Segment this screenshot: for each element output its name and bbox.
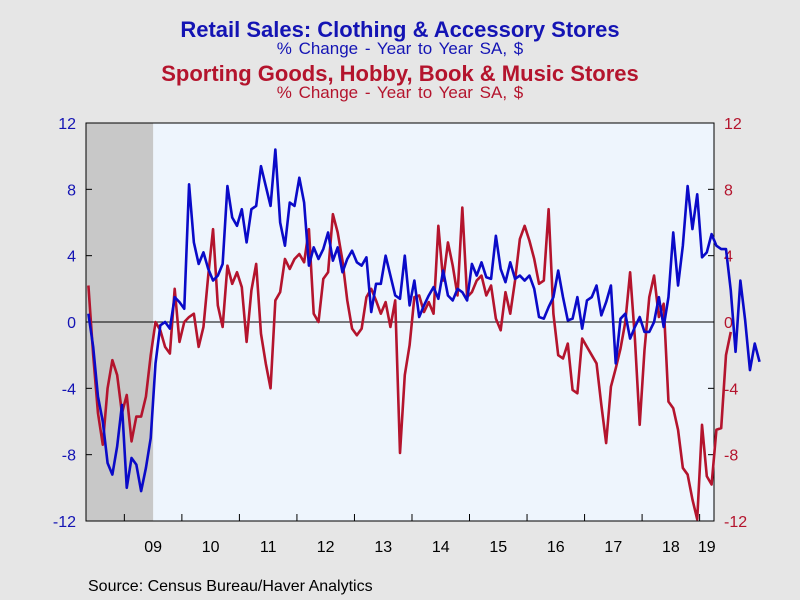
left-axis-tick-label: -12 [53, 514, 76, 531]
x-axis-tick-label: 09 [144, 539, 162, 556]
x-axis-tick-label: 19 [698, 539, 716, 556]
right-axis-tick-label: 4 [724, 249, 733, 266]
x-axis-tick-label: 10 [202, 539, 220, 556]
x-axis-tick-label: 18 [662, 539, 680, 556]
left-axis-tick-label: 0 [67, 315, 76, 332]
right-axis-tick-label: 8 [724, 182, 733, 199]
left-axis-tick-label: -8 [62, 448, 76, 465]
right-axis-tick-label: 12 [724, 116, 742, 133]
x-axis-tick-label: 13 [374, 539, 392, 556]
left-axis-tick-label: 4 [67, 249, 76, 266]
x-axis-tick-label: 14 [432, 539, 450, 556]
source-note: Source: Census Bureau/Haver Analytics [88, 578, 373, 595]
chart-subtitle-clothing: % Change - Year to Year SA, $ [276, 39, 524, 58]
left-axis-tick-label: 12 [58, 116, 76, 133]
chart-title-clothing: Retail Sales: Clothing & Accessory Store… [180, 17, 620, 42]
right-axis-tick-label: 0 [724, 315, 733, 332]
x-axis-tick-label: 11 [260, 539, 277, 556]
chart-title-sporting: Sporting Goods, Hobby, Book & Music Stor… [161, 61, 639, 86]
x-axis-tick-label: 15 [489, 539, 507, 556]
series-line-sporting [87, 206, 733, 521]
x-axis-tick-label: 17 [604, 539, 622, 556]
right-axis-tick-label: -8 [724, 448, 738, 465]
right-axis-tick-label: -12 [724, 514, 747, 531]
chart-subtitle-sporting: % Change - Year to Year SA, $ [276, 83, 524, 102]
x-axis-tick-label: 12 [317, 539, 335, 556]
right-axis-tick-label: -4 [724, 381, 738, 398]
left-axis-tick-label: 8 [67, 182, 76, 199]
x-axis-tick-label: 16 [547, 539, 565, 556]
left-axis-tick-label: -4 [62, 381, 76, 398]
series-line-clothing [87, 148, 761, 493]
